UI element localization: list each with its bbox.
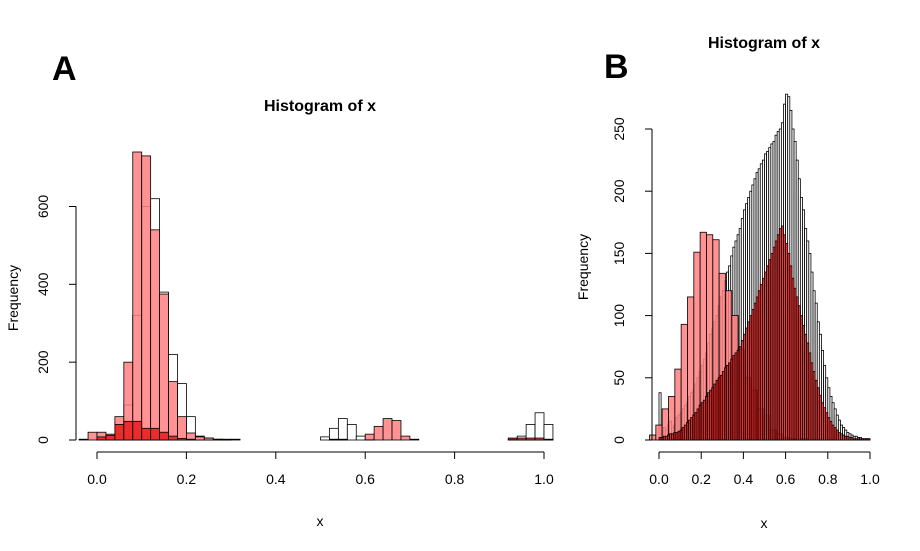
x-axis-label-b: x — [761, 515, 768, 531]
y-tick-label: 200 — [611, 179, 627, 203]
histogram-bar — [346, 424, 357, 441]
x-tick-label: 0.0 — [649, 471, 669, 487]
histogram-bar — [150, 427, 160, 441]
x-tick-label: 0.2 — [691, 471, 711, 487]
histogram-bar — [674, 368, 682, 441]
histogram-bar — [337, 418, 348, 441]
histogram-bar — [168, 381, 178, 441]
histogram-bar — [132, 151, 143, 441]
histogram-bar — [168, 435, 178, 441]
histogram-bar — [123, 420, 134, 441]
histogram-bar — [212, 438, 223, 441]
panel-label-b: B — [604, 48, 629, 86]
histogram-bar — [382, 418, 393, 441]
histogram-bar — [194, 436, 205, 441]
histogram-bar — [159, 293, 169, 441]
x-axis-label-a: x — [317, 513, 324, 529]
histogram-bar — [329, 438, 339, 441]
y-tick-label: 200 — [35, 350, 51, 374]
chart-title-b: Histogram of x — [708, 35, 820, 52]
histogram-bar — [114, 424, 125, 441]
histogram-bar — [543, 424, 554, 441]
bars-panel-b — [649, 93, 871, 441]
y-tick-label: 150 — [611, 242, 627, 266]
axes-panel-a: 0.0 0.2 0.4 0.6 0.8 1.0 0 200 400 600 — [35, 195, 554, 487]
histogram-bar — [329, 427, 339, 441]
y-axis-label-a: Frequency — [5, 265, 21, 331]
x-tick-label: 0.4 — [734, 471, 754, 487]
x-tick-label: 0.8 — [445, 471, 465, 487]
histogram-bar — [337, 438, 348, 441]
y-tick-label: 600 — [35, 195, 51, 219]
histogram-bar — [400, 435, 411, 441]
histogram-bar — [516, 437, 527, 441]
y-tick-label: 100 — [611, 304, 627, 328]
histogram-bar — [141, 155, 152, 441]
y-axis-label-b: Frequency — [575, 234, 591, 300]
chart-title-a: Histogram of x — [264, 98, 376, 115]
histogram-panel-a: A Histogram of x x Frequency 0.0 0.2 0.4 0.… — [5, 50, 554, 529]
histogram-panel-b: B Histogram of x x Frequency 0.0 0.2 0.4 0.… — [575, 35, 880, 531]
histogram-bar — [132, 420, 143, 441]
histogram-bar — [320, 436, 330, 441]
histogram-bar — [203, 437, 214, 441]
x-tick-label: 1.0 — [534, 471, 554, 487]
axes-panel-b: 0.0 0.2 0.4 0.6 0.8 1.0 0 50 100 150 200 250 — [611, 117, 880, 487]
y-tick-label: 0 — [611, 436, 627, 444]
histogram-bar — [391, 420, 402, 441]
histogram-bar — [221, 438, 232, 441]
histogram-bar — [87, 431, 98, 441]
histogram-bar — [534, 412, 545, 441]
histogram-bar — [105, 434, 116, 441]
histogram-bar — [96, 436, 107, 441]
bars-panel-a — [78, 151, 554, 441]
histogram-bar — [373, 425, 384, 441]
histogram-bar — [141, 427, 152, 441]
x-tick-label: 0.2 — [177, 471, 197, 487]
histogram-bar — [534, 437, 545, 441]
histogram-bar — [78, 438, 89, 441]
x-tick-label: 0.4 — [266, 471, 286, 487]
x-tick-label: 0.6 — [355, 471, 375, 487]
x-tick-label: 1.0 — [860, 471, 880, 487]
histogram-bar — [409, 438, 420, 441]
y-tick-label: 0 — [35, 436, 51, 444]
histogram-bar — [177, 416, 187, 441]
histogram-bar — [507, 437, 518, 441]
histogram-bar — [525, 437, 536, 441]
histogram-bar — [159, 431, 169, 441]
histogram-bar — [364, 433, 375, 441]
histogram-bar — [185, 438, 196, 441]
histogram-bar — [649, 434, 657, 441]
x-tick-label: 0.6 — [776, 471, 796, 487]
y-tick-label: 50 — [611, 370, 627, 386]
histogram-bar — [177, 438, 187, 441]
histogram-bar — [230, 438, 241, 441]
y-tick-label: 250 — [611, 117, 627, 141]
panel-label-a: A — [52, 50, 77, 88]
x-tick-label: 0.0 — [87, 471, 107, 487]
x-tick-label: 0.8 — [818, 471, 838, 487]
histogram-bar — [543, 438, 554, 441]
y-tick-label: 400 — [35, 272, 51, 296]
histogram-bar — [150, 229, 160, 441]
histogram-bar — [355, 435, 366, 441]
histogram-bar — [867, 438, 871, 441]
